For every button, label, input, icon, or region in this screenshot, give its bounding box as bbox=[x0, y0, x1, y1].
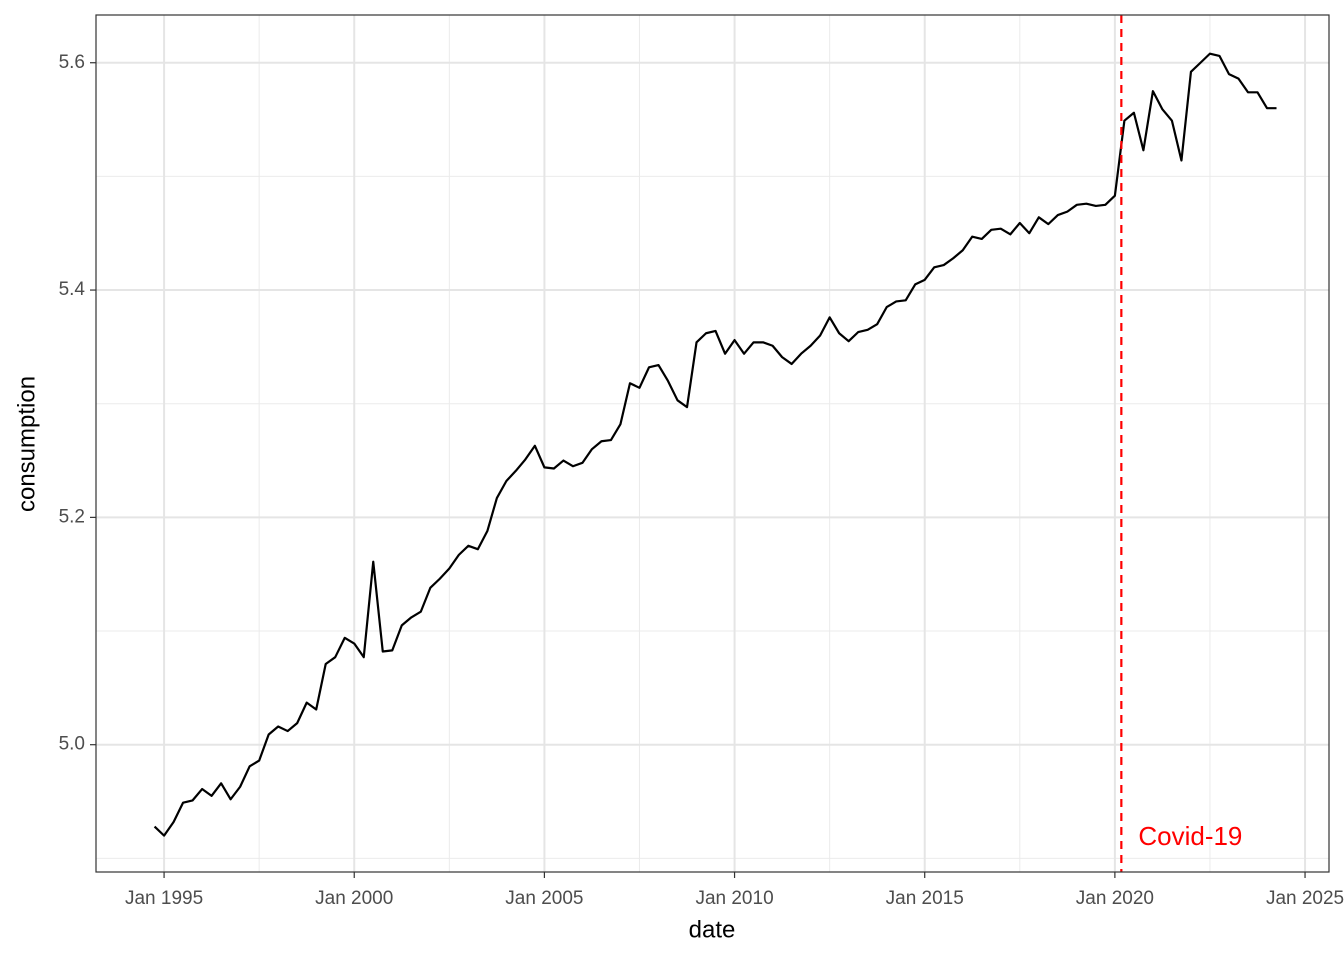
x-tick-label: Jan 2000 bbox=[315, 888, 393, 909]
panel-border bbox=[95, 14, 1330, 873]
y-axis-title: consumption bbox=[13, 376, 40, 512]
y-tick-label: 5.0 bbox=[59, 734, 85, 755]
x-tick-label: Jan 2005 bbox=[505, 888, 583, 909]
axes: 5.0 5.2 5.4 5.6 Jan 1995 Jan 2000 Jan 2005 Jan … bbox=[59, 52, 1344, 909]
annotation-label: Covid-19 bbox=[1138, 821, 1242, 851]
x-tick-label: Jan 2010 bbox=[695, 888, 773, 909]
data-line bbox=[153, 52, 1277, 837]
y-tick-label: 5.2 bbox=[59, 506, 85, 527]
x-tick-label: Jan 2015 bbox=[886, 888, 964, 909]
plot-area: Covid-19 bbox=[153, 15, 1277, 872]
y-tick-label: 5.4 bbox=[59, 279, 86, 300]
y-tick-label: 5.6 bbox=[59, 52, 85, 73]
x-tick-label: Jan 2020 bbox=[1076, 888, 1154, 909]
grid bbox=[96, 15, 1329, 872]
x-axis-title: date bbox=[689, 916, 736, 943]
x-tick-label: Jan 1995 bbox=[125, 888, 203, 909]
x-tick-label: Jan 2025 bbox=[1266, 888, 1344, 909]
